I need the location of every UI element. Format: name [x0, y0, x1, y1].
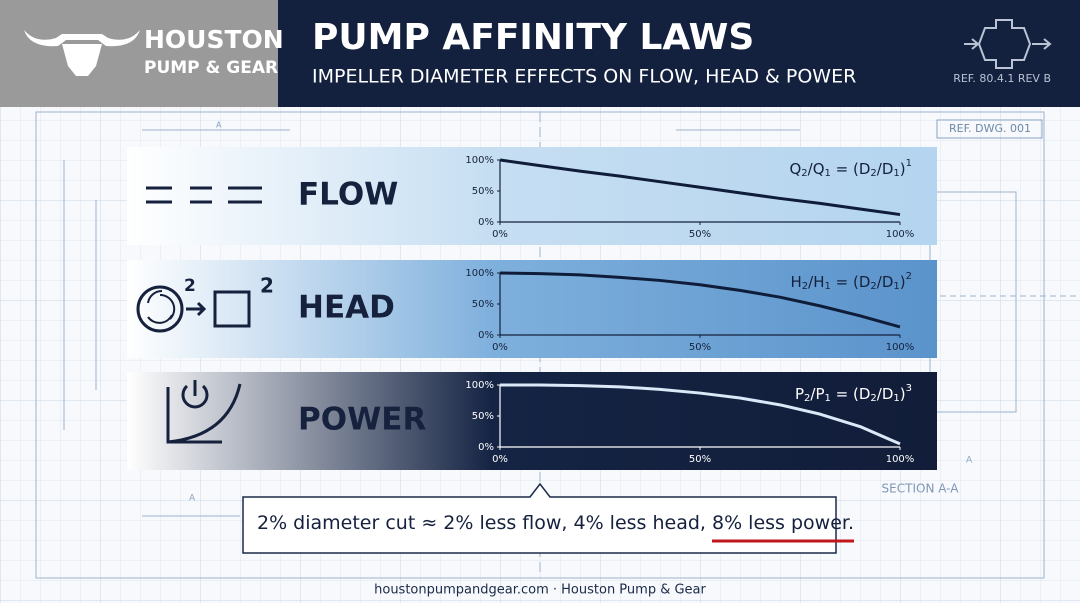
- y-tick-label: 100%: [465, 155, 494, 166]
- x-tick-label: 100%: [886, 229, 915, 240]
- drawing-ref: REF. DWG. 001: [949, 122, 1031, 135]
- icon: [186, 301, 207, 317]
- brand-name: HOUSTON: [144, 25, 284, 54]
- title: PUMP AFFINITY LAWS: [312, 17, 754, 58]
- y-tick-label: 0%: [478, 217, 494, 228]
- y-tick-label: 50%: [472, 299, 494, 310]
- formula-subscript: 2: [804, 393, 810, 404]
- y-tick-label: 100%: [465, 380, 494, 391]
- panel-bg: [127, 260, 937, 358]
- marker: A: [216, 121, 222, 130]
- logo-box: [0, 0, 278, 107]
- formula: P2/P1 = (D2/D1)3: [795, 383, 912, 404]
- icon: [181, 380, 209, 409]
- formula-subscript: 1: [893, 393, 899, 404]
- icon: [136, 285, 184, 333]
- x-tick-label: 50%: [689, 454, 711, 465]
- formula-subscript: 2: [870, 168, 876, 179]
- formula-text: = (D: [831, 273, 871, 291]
- formula-subscript: 1: [825, 168, 831, 179]
- icon-exponent: 2: [260, 274, 274, 298]
- formula: H2/H1 = (D2/D1)2: [791, 271, 912, 292]
- y-tick-label: 100%: [465, 268, 494, 279]
- footer: houstonpumpandgear.com · Houston Pump & …: [374, 583, 706, 598]
- formula-text: /D: [877, 160, 894, 178]
- formula-exponent: 2: [906, 271, 912, 282]
- formula-exponent: 1: [906, 158, 912, 169]
- icon: [146, 186, 172, 204]
- formula-subscript: 2: [870, 393, 876, 404]
- x-tick-label: 0%: [492, 342, 508, 353]
- y-tick-label: 0%: [478, 442, 494, 453]
- curve: [499, 271, 901, 329]
- callout: 2% diameter cut ≈ 2% less flow, 4% less …: [257, 512, 854, 534]
- formula-subscript: 1: [893, 168, 899, 179]
- formula-text: Q: [789, 160, 801, 178]
- formula-text: /Q: [808, 160, 825, 178]
- formula-subscript: 1: [825, 281, 831, 292]
- x-tick-label: 100%: [886, 454, 915, 465]
- icon: [228, 186, 262, 204]
- icon: [166, 383, 242, 444]
- formula-text: ): [900, 385, 906, 403]
- header-bar: [278, 0, 1080, 107]
- panel-label: POWER: [298, 402, 426, 438]
- icon: [213, 290, 251, 328]
- formula-subscript: 1: [825, 393, 831, 404]
- pump-icon: [964, 19, 1052, 69]
- formula-subscript: 2: [801, 168, 807, 179]
- formula-text: = (D: [831, 385, 871, 403]
- y-tick-label: 0%: [478, 330, 494, 341]
- formula-text: ): [900, 160, 906, 178]
- callout-highlight: 8% less power.: [712, 512, 854, 534]
- curve: [499, 158, 901, 217]
- x-tick-label: 50%: [689, 342, 711, 353]
- curve: [500, 383, 901, 446]
- formula-text: /H: [808, 273, 824, 291]
- formula-text: H: [791, 273, 802, 291]
- subtitle: IMPELLER DIAMETER EFFECTS ON FLOW, HEAD …: [312, 66, 856, 88]
- y-tick-label: 50%: [472, 411, 494, 422]
- formula: Q2/Q1 = (D2/D1)1: [789, 158, 912, 179]
- formula-subscript: 2: [870, 281, 876, 292]
- formula-text: /D: [877, 273, 894, 291]
- formula-subscript: 2: [802, 281, 808, 292]
- logo-mark: [24, 30, 140, 76]
- formula-text: /D: [877, 385, 894, 403]
- x-tick-label: 50%: [689, 229, 711, 240]
- x-tick-label: 100%: [886, 342, 915, 353]
- formula-text: /P: [810, 385, 824, 403]
- callout-box: [242, 482, 837, 554]
- marker: A: [966, 456, 973, 466]
- ref: REF. 80.4.1 REV B: [953, 72, 1051, 85]
- brand-tagline: PUMP & GEAR: [144, 58, 278, 78]
- formula-text: = (D: [831, 160, 871, 178]
- formula-text: ): [900, 273, 906, 291]
- ref-box: [936, 119, 1043, 139]
- marker: A: [189, 494, 196, 504]
- formula-exponent: 3: [906, 383, 912, 394]
- formula-text: P: [795, 385, 804, 403]
- section-label: SECTION A-A: [882, 482, 960, 496]
- icon: [190, 186, 212, 204]
- panel-bg: [127, 372, 937, 470]
- panel-label: FLOW: [298, 177, 398, 213]
- icon: [147, 289, 176, 324]
- x-tick-label: 0%: [492, 454, 508, 465]
- y-tick-label: 50%: [472, 186, 494, 197]
- panel-label: HEAD: [298, 290, 395, 326]
- callout-text: 2% diameter cut ≈ 2% less flow, 4% less …: [257, 512, 712, 534]
- icon-exponent: 2: [184, 276, 196, 296]
- formula-subscript: 1: [893, 281, 899, 292]
- x-tick-label: 0%: [492, 229, 508, 240]
